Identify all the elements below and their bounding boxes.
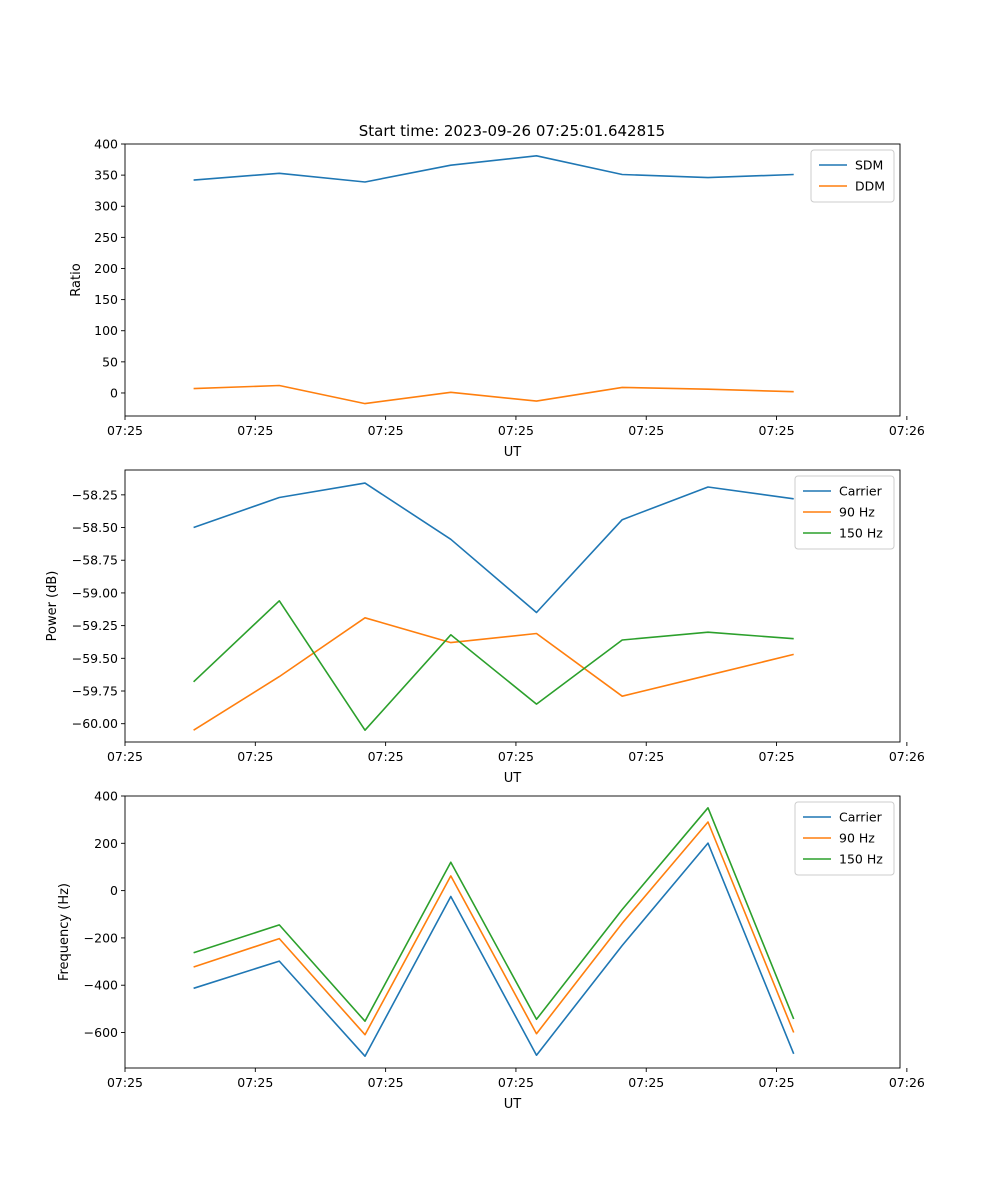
x-tick-label: 07:26 xyxy=(889,749,925,764)
legend-label: 90 Hz xyxy=(839,505,875,520)
y-tick-label: −200 xyxy=(84,930,118,945)
y-tick-label: 200 xyxy=(94,836,118,851)
y-tick-label: 0 xyxy=(110,385,118,400)
y-tick-label: 200 xyxy=(94,261,118,276)
x-tick-label: 07:25 xyxy=(628,749,664,764)
axes-frame xyxy=(125,144,900,416)
legend: Carrier 90 Hz 150 Hz xyxy=(795,802,894,875)
series-line-ddm xyxy=(194,386,794,404)
x-axis-label: UT xyxy=(504,445,522,460)
figure-title: Start time: 2023-09-26 07:25:01.642815 xyxy=(359,122,665,140)
series-line-90-hz xyxy=(194,822,794,1035)
y-axis-label: Power (dB) xyxy=(45,571,60,642)
y-tick-label: 100 xyxy=(94,323,118,338)
series-line-150-hz xyxy=(194,808,794,1021)
x-tick-label: 07:25 xyxy=(628,423,664,438)
legend-label: 150 Hz xyxy=(839,852,883,867)
x-tick-label: 07:25 xyxy=(107,1075,143,1090)
legend-label: Carrier xyxy=(839,810,883,825)
legend: Carrier 90 Hz 150 Hz xyxy=(795,476,894,549)
y-tick-label: −600 xyxy=(84,1025,118,1040)
x-tick-label: 07:25 xyxy=(368,423,404,438)
y-tick-label: 250 xyxy=(94,230,118,245)
x-tick-label: 07:25 xyxy=(237,423,273,438)
x-tick-label: 07:25 xyxy=(368,749,404,764)
series-line-sdm xyxy=(194,156,794,182)
x-axis-label: UT xyxy=(504,1097,522,1112)
series-line-carrier xyxy=(194,843,794,1056)
x-axis-label: UT xyxy=(504,771,522,786)
figure: Start time: 2023-09-26 07:25:01.642815 0… xyxy=(0,0,1000,1200)
y-tick-label: 400 xyxy=(94,789,118,804)
y-tick-label: −59.50 xyxy=(72,651,118,666)
chart-panel-2: 07:25 07:25 07:25 07:25 07:25 07:25 07:26 −60.0… xyxy=(45,470,925,786)
y-tick-label: 400 xyxy=(94,137,118,152)
x-tick-label: 07:25 xyxy=(628,1075,664,1090)
x-tick-label: 07:25 xyxy=(107,749,143,764)
legend: SDM DDM xyxy=(811,150,894,202)
x-tick-label: 07:25 xyxy=(759,749,795,764)
y-tick-label: 150 xyxy=(94,292,118,307)
series-line-carrier xyxy=(194,483,794,612)
y-tick-label: −60.00 xyxy=(72,716,118,731)
legend-label: 150 Hz xyxy=(839,526,883,541)
y-axis-label: Ratio xyxy=(69,263,84,296)
legend-label: DDM xyxy=(855,179,885,194)
x-tick-label: 07:25 xyxy=(107,423,143,438)
y-tick-label: −58.50 xyxy=(72,520,118,535)
y-tick-label: 350 xyxy=(94,168,118,183)
x-tick-label: 07:25 xyxy=(759,423,795,438)
y-tick-label: −58.75 xyxy=(72,553,118,568)
x-tick-label: 07:25 xyxy=(498,1075,534,1090)
y-tick-label: −59.00 xyxy=(72,585,118,600)
series-line-150-hz xyxy=(194,601,794,730)
y-tick-label: −400 xyxy=(84,978,118,993)
y-tick-label: −58.25 xyxy=(72,487,118,502)
y-tick-label: 300 xyxy=(94,199,118,214)
x-tick-label: 07:25 xyxy=(759,1075,795,1090)
y-tick-label: −59.25 xyxy=(72,618,118,633)
legend-label: Carrier xyxy=(839,484,883,499)
y-tick-label: −59.75 xyxy=(72,684,118,699)
chart-panel-1: 07:25 07:25 07:25 07:25 07:25 07:25 07:26 0 50 10… xyxy=(69,137,925,461)
chart-panel-3: 07:25 07:25 07:25 07:25 07:25 07:25 07:26 −600 −… xyxy=(57,789,925,1113)
x-tick-label: 07:26 xyxy=(889,423,925,438)
x-tick-label: 07:25 xyxy=(368,1075,404,1090)
x-tick-label: 07:25 xyxy=(237,1075,273,1090)
legend-label: SDM xyxy=(855,158,883,173)
y-tick-label: 50 xyxy=(102,354,118,369)
x-tick-label: 07:26 xyxy=(889,1075,925,1090)
axes-frame xyxy=(125,796,900,1068)
legend-label: 90 Hz xyxy=(839,831,875,846)
y-axis-label: Frequency (Hz) xyxy=(57,883,72,981)
y-tick-label: 0 xyxy=(110,883,118,898)
x-tick-label: 07:25 xyxy=(498,423,534,438)
x-tick-label: 07:25 xyxy=(498,749,534,764)
x-tick-label: 07:25 xyxy=(237,749,273,764)
series-line-90-hz xyxy=(194,618,794,730)
